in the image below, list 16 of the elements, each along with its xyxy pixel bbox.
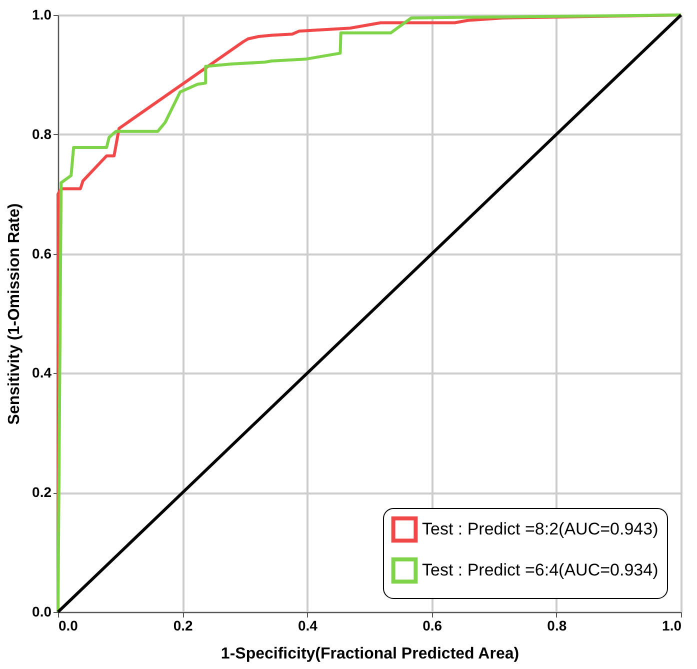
legend-label: Test : Predict =6:4(AUC=0.934) xyxy=(422,560,658,580)
x-tick-label: 0.2 xyxy=(173,618,194,634)
y-tick-label: 0.2 xyxy=(32,484,52,500)
x-tick-label: 1.0 xyxy=(662,618,682,634)
y-tick-label: 0.6 xyxy=(32,245,52,262)
y-tick-label: 0.8 xyxy=(32,126,52,142)
x-tick-label: 0.8 xyxy=(547,618,567,634)
x-axis-title: 1-Specificity(Fractional Predicted Area) xyxy=(220,646,520,662)
legend-label: Test : Predict =8:2(AUC=0.943) xyxy=(422,520,658,538)
x-tick-label: 0.0 xyxy=(58,618,78,634)
y-axis-title: Sensitivity (1-Omission Rate) xyxy=(6,203,24,425)
y-tick-label: 0.0 xyxy=(32,604,52,620)
x-tick-label: 0.6 xyxy=(422,618,442,634)
x-tick-label: 0.4 xyxy=(298,618,318,634)
y-tick-label: 0.4 xyxy=(32,364,52,381)
y-tick-label: 1.0 xyxy=(32,6,52,22)
